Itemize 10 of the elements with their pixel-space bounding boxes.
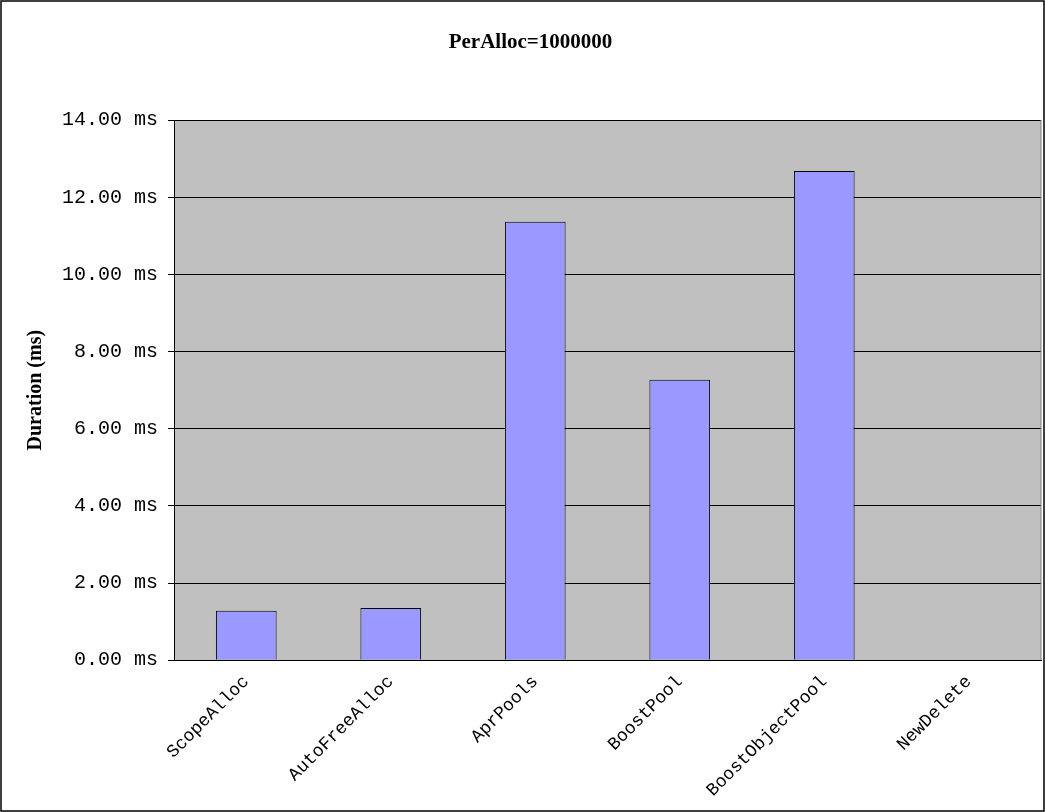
y-axis-title: Duration (ms) bbox=[23, 329, 47, 451]
y-tick-label: 4.00 ms bbox=[74, 494, 159, 518]
y-tick-label: 14.00 ms bbox=[62, 108, 159, 132]
y-tick-label: 8.00 ms bbox=[74, 339, 159, 363]
y-tick-label: 6.00 ms bbox=[74, 417, 159, 441]
y-tick-label: 2.00 ms bbox=[74, 571, 159, 595]
y-tick-label: 0.00 ms bbox=[74, 648, 159, 672]
y-tick-label: 10.00 ms bbox=[62, 262, 159, 286]
chart-title: PerAlloc=1000000 bbox=[448, 29, 613, 54]
y-tick-label: 12.00 ms bbox=[62, 185, 159, 209]
